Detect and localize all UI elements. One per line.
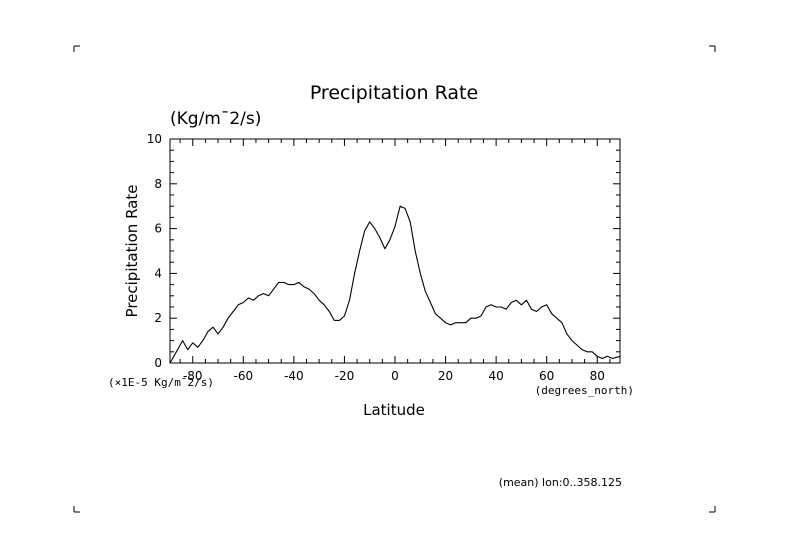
x-axis-label: Latitude [363, 401, 425, 419]
y-tick-label: 8 [154, 177, 162, 191]
x-tick-label: 60 [539, 369, 554, 383]
corner-marks [73, 45, 716, 513]
x-tick-label: 0 [391, 369, 399, 383]
y-tick-label: 4 [154, 266, 162, 280]
x-tick-label: -20 [335, 369, 355, 383]
chart-title: Precipitation Rate [310, 82, 478, 104]
x-tick-label: 20 [438, 369, 453, 383]
plot-frame [169, 138, 621, 364]
x-tick-label: 80 [590, 369, 605, 383]
corner-mark-bottom-right [709, 506, 716, 513]
x-tick-label: 40 [488, 369, 503, 383]
corner-mark-top-right [709, 45, 716, 52]
x-tick-label: -40 [284, 369, 304, 383]
y-tick-label: 0 [154, 356, 162, 370]
corner-mark-top-left [73, 45, 80, 52]
y-axis-label: Precipitation Rate [123, 185, 141, 318]
y-scale-note: (×1E-5 Kg/m¯2/s) [108, 376, 214, 389]
x-axis-units: (degrees_north) [535, 384, 634, 397]
y-tick-label: 6 [154, 222, 162, 236]
y-tick-label: 2 [154, 311, 162, 325]
series-line [169, 205, 621, 364]
footnote: (mean) lon:0..358.125 [499, 476, 622, 489]
x-tick-label: -60 [234, 369, 254, 383]
corner-mark-bottom-left [73, 506, 80, 513]
plot-area: -80 -60 -40 -20 0 20 40 60 80 0 2 4 6 8 10 [147, 132, 621, 383]
y-tick-label: 10 [147, 132, 162, 146]
x-tick-label: -80 [183, 369, 203, 383]
chart-units: (Kg/m¯2/s) [170, 109, 261, 129]
